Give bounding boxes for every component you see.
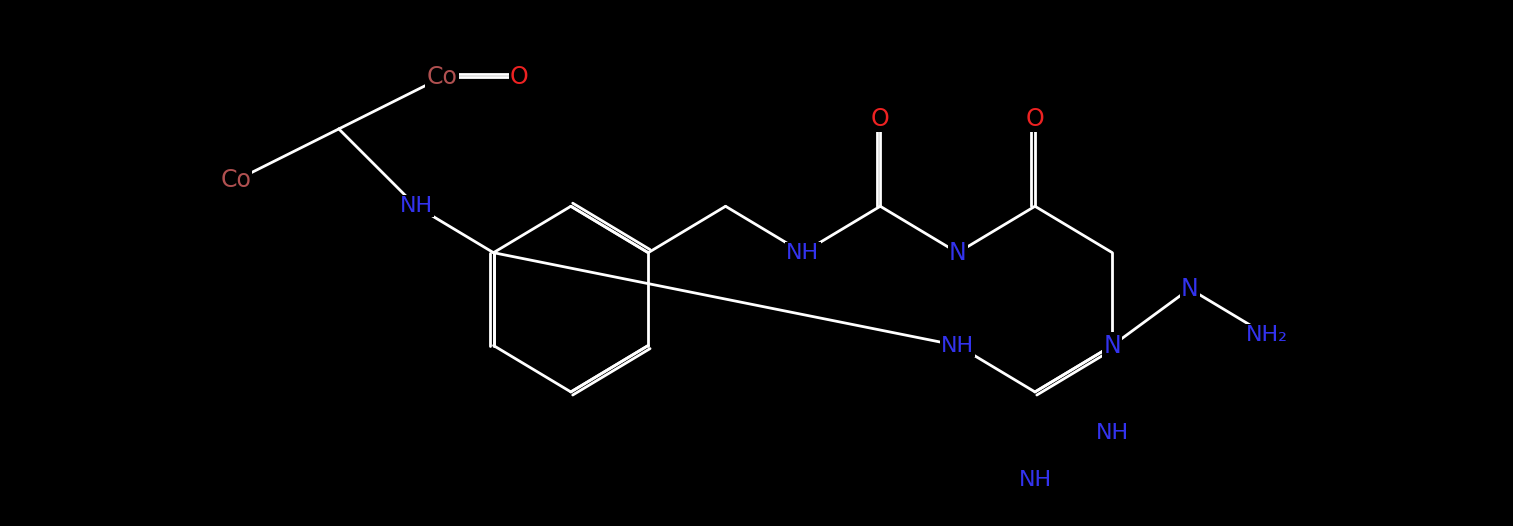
Text: NH: NH <box>941 336 974 356</box>
Text: N: N <box>1103 333 1121 358</box>
Text: O: O <box>871 107 890 130</box>
Text: NH₂: NH₂ <box>1247 325 1288 345</box>
Text: N: N <box>949 241 967 265</box>
Text: O: O <box>510 65 528 89</box>
Text: NH: NH <box>399 196 433 216</box>
Text: Co: Co <box>221 168 251 193</box>
Text: NH: NH <box>1018 470 1052 490</box>
Text: N: N <box>1180 277 1198 301</box>
Text: NH: NH <box>787 242 820 262</box>
Text: O: O <box>1026 107 1044 130</box>
Text: NH: NH <box>1095 423 1129 443</box>
Text: Co: Co <box>427 65 457 89</box>
